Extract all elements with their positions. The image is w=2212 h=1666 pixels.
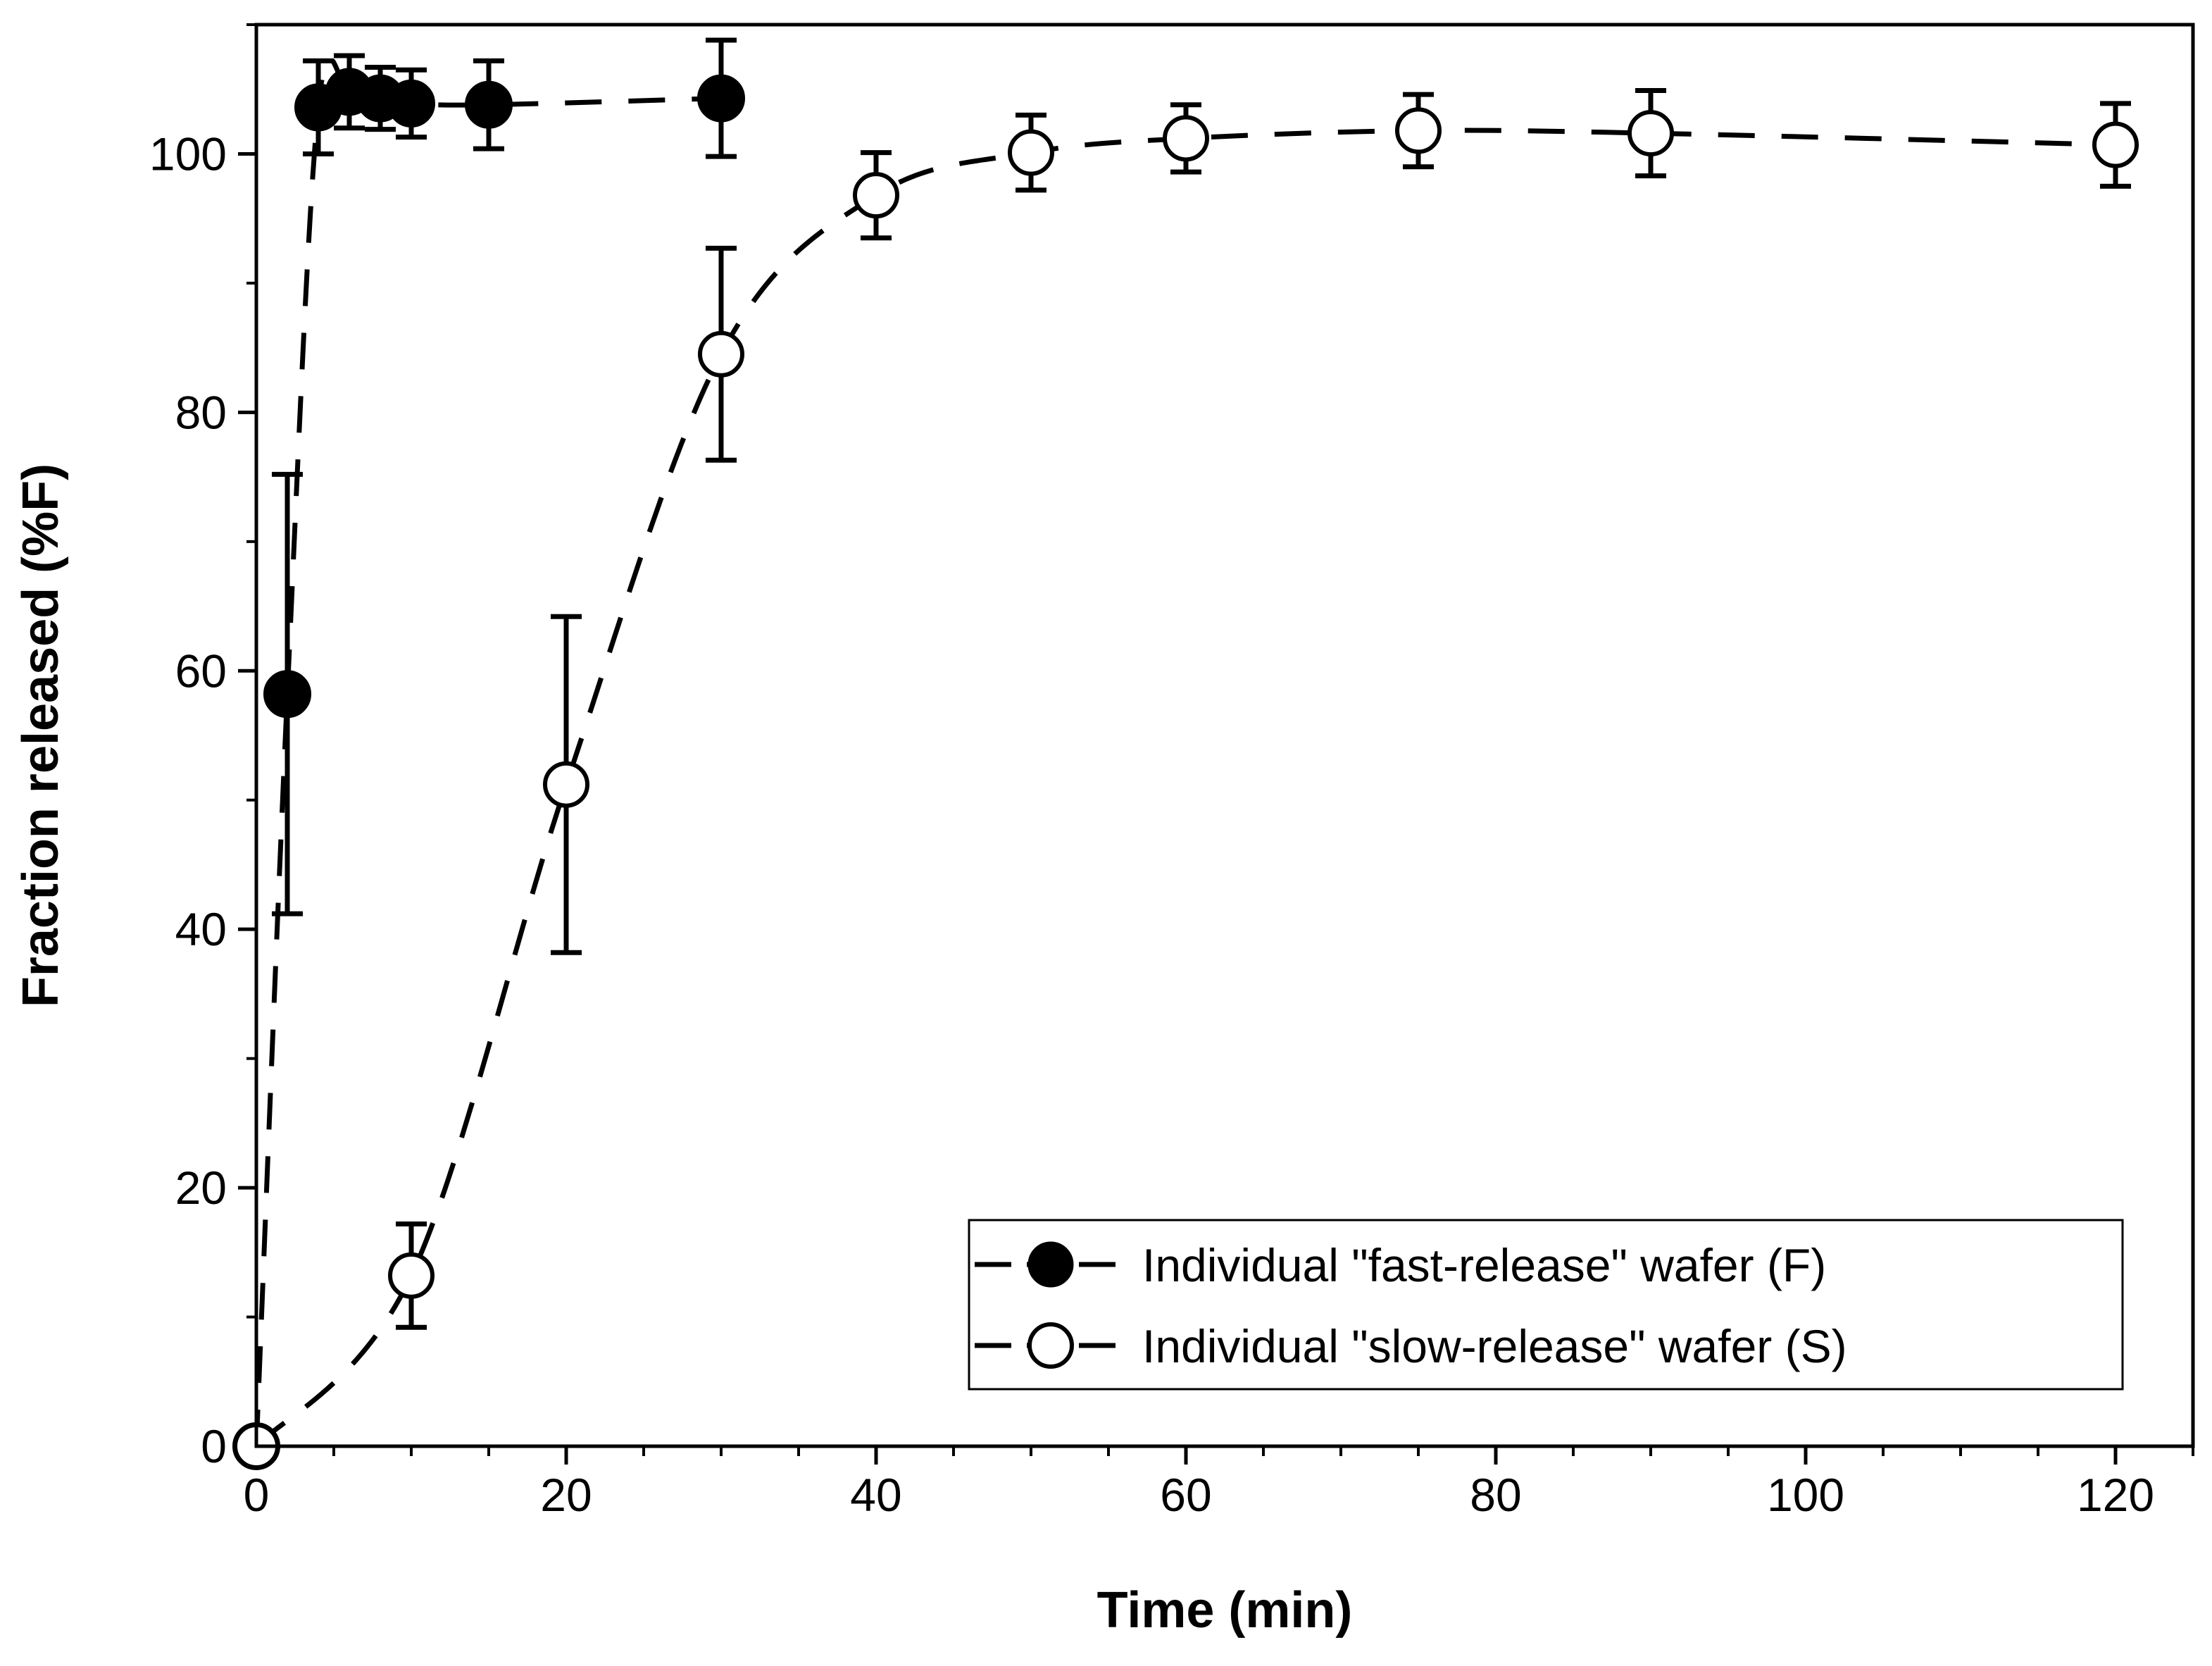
y-tick-label: 80 [175,386,227,438]
error-bars [272,37,2131,1330]
x-tick-label: 100 [1767,1469,1844,1521]
legend-label-fast: Individual "fast-release" wafer (F) [1142,1239,1826,1291]
data-points [232,68,2139,1470]
series-line-fast [254,56,722,1447]
tick-labels: 0 20 40 60 80 100 120 0 20 40 60 80 100 [149,128,2154,1521]
data-point-slow [1008,129,1054,176]
x-tick-label: 0 [244,1469,270,1521]
x-tick-label: 80 [1470,1469,1521,1521]
data-point-slow [698,330,744,378]
legend-entry-slow: Individual "slow-release" wafer (S) [975,1320,1847,1372]
data-point-fast [465,80,513,129]
y-tick-label: 60 [175,645,227,697]
data-point-slow [1395,107,1442,154]
y-tick-label: 20 [175,1162,227,1214]
plot-frame [254,23,2195,1448]
y-axis-title: Fraction released (%F) [13,464,69,1007]
x-tick-label: 20 [540,1469,592,1521]
legend-label-slow: Individual "slow-release" wafer (S) [1142,1320,1847,1372]
legend-marker-slow [1027,1322,1074,1369]
y-tick-label: 100 [149,128,227,180]
x-tick-label: 60 [1160,1469,1211,1521]
data-point-fast [263,670,311,719]
data-point-slow [1627,110,1674,157]
legend-box [968,1219,2124,1391]
data-point-slow [853,172,899,219]
data-point-fast [387,79,435,128]
y-tick-label: 0 [201,1420,227,1472]
x-axis-title: Time (min) [1097,1582,1353,1639]
data-point-slow [1163,115,1209,162]
x-tick-label: 40 [850,1469,901,1521]
legend-entry-fast: Individual "fast-release" wafer (F) [975,1239,1826,1291]
y-tick-label: 40 [175,903,227,955]
legend-marker-fast [1027,1241,1074,1288]
data-point-slow [543,761,589,808]
data-point-fast [697,74,745,123]
data-point-slow [2092,121,2139,168]
data-point-slow [388,1252,435,1299]
legend: Individual "fast-release" wafer (F) Indi… [968,1219,2124,1391]
x-tick-label: 120 [2077,1469,2154,1521]
